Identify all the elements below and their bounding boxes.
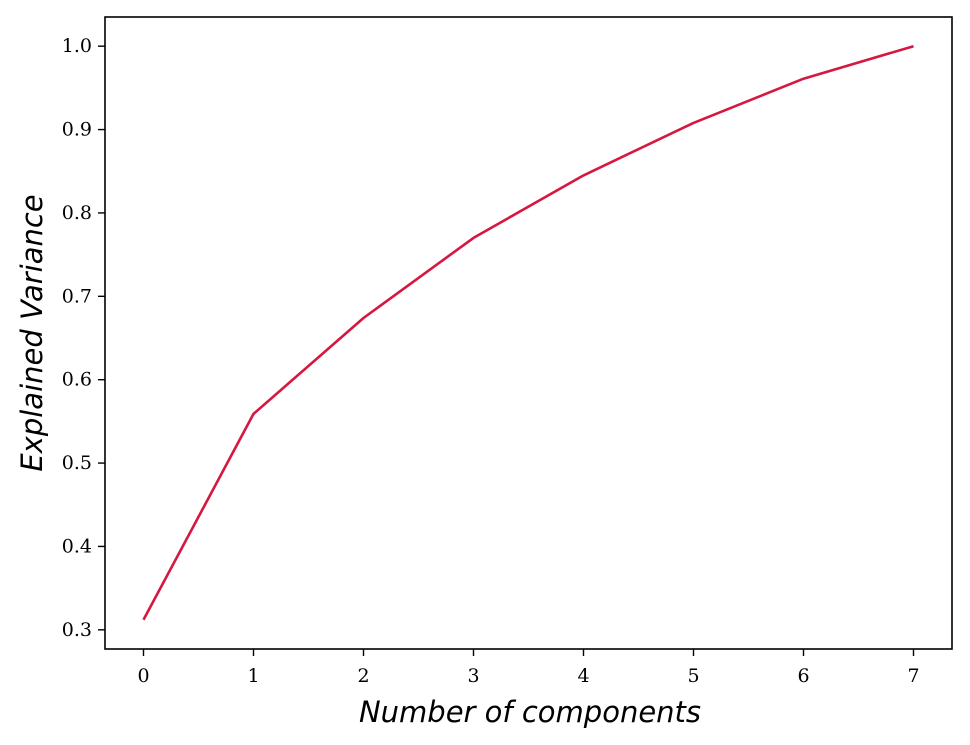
y-axis-ticks: 0.3 0.4 0.5 0.6 0.7 0.8 0.9 1.0 bbox=[62, 35, 105, 641]
x-tick-label: 4 bbox=[577, 665, 589, 687]
x-tick-label: 7 bbox=[907, 665, 919, 687]
y-tick-label: 0.8 bbox=[62, 202, 92, 224]
y-tick-label: 0.3 bbox=[62, 619, 92, 641]
x-axis-ticks: 0 1 2 3 4 5 6 7 bbox=[137, 649, 920, 687]
x-tick-label: 6 bbox=[797, 665, 809, 687]
x-tick-label: 2 bbox=[357, 665, 369, 687]
x-tick-label: 3 bbox=[467, 665, 479, 687]
x-tick-label: 0 bbox=[137, 665, 149, 687]
series-line bbox=[142, 44, 914, 621]
plot-area bbox=[105, 17, 952, 649]
x-tick-label: 1 bbox=[247, 665, 259, 687]
x-tick-label: 5 bbox=[687, 665, 699, 687]
y-tick-label: 0.7 bbox=[62, 285, 92, 307]
plot-frame bbox=[104, 16, 953, 650]
y-tick-label: 0.4 bbox=[62, 535, 92, 557]
y-tick-label: 1.0 bbox=[62, 35, 92, 57]
y-axis-title: Explained Variance bbox=[15, 194, 49, 471]
y-tick-label: 0.6 bbox=[62, 369, 92, 391]
x-axis-title: Number of components bbox=[359, 695, 701, 729]
y-tick-label: 0.9 bbox=[62, 119, 92, 141]
y-tick-label: 0.5 bbox=[62, 452, 92, 474]
